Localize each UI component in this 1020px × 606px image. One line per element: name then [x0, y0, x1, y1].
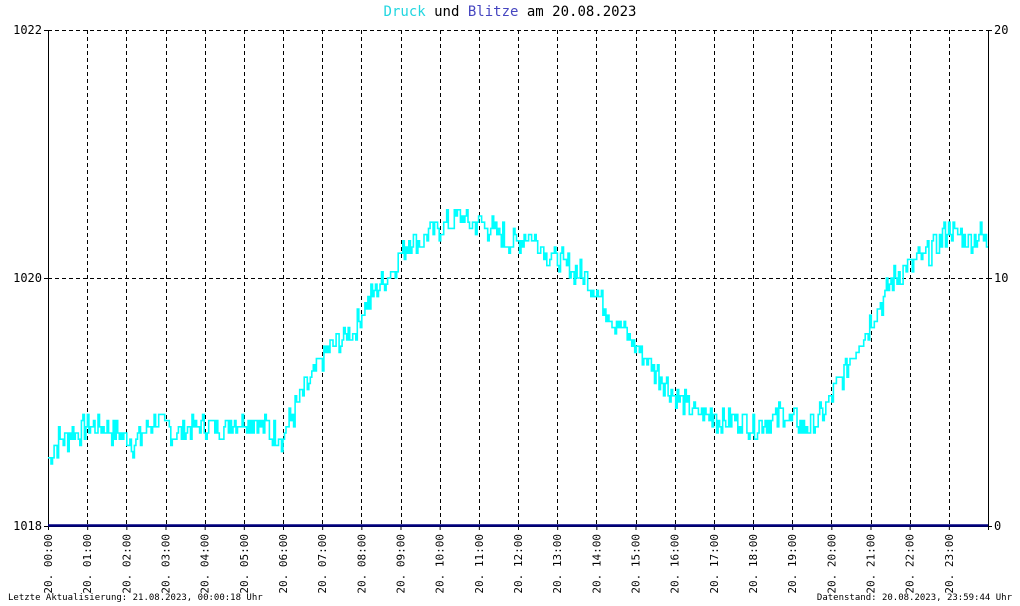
x-tick-label: 20. 11:00 [473, 534, 486, 594]
title-connector: und [425, 4, 468, 20]
grid-layer [48, 30, 989, 526]
data-status-text: Datenstand: 20.08.2023, 23:59:44 Uhr [816, 593, 1012, 603]
y-right-tick-label: 10 [994, 271, 1008, 285]
y-right-tick-label: 20 [994, 23, 1008, 37]
x-tick-label: 20. 04:00 [199, 534, 212, 594]
x-tick-label: 20. 15:00 [630, 534, 643, 594]
x-tick-label: 20. 13:00 [551, 534, 564, 594]
x-tick-label: 20. 12:00 [512, 534, 525, 594]
x-tick-label: 20. 20:00 [825, 534, 838, 594]
series-layer [48, 209, 988, 527]
x-tick-label: 20. 09:00 [395, 534, 408, 594]
x-tick-label: 20. 00:00 [42, 534, 55, 594]
x-tick-label: 20. 14:00 [590, 534, 603, 594]
x-tick-label: 20. 21:00 [865, 534, 878, 594]
x-tick-label: 20. 23:00 [943, 534, 956, 594]
x-tick-label: 20. 05:00 [238, 534, 251, 594]
y-right-tick-label: 0 [994, 519, 1001, 533]
x-tick-label: 20. 17:00 [708, 534, 721, 594]
x-tick-label: 20. 06:00 [277, 534, 290, 594]
x-tick-label: 20. 16:00 [669, 534, 682, 594]
axis-layer [44, 30, 992, 530]
title-lightning: Blitze [467, 4, 519, 20]
x-tick-label: 20. 03:00 [160, 534, 173, 594]
y-left-tick-label: 1020 [13, 271, 42, 285]
chart-title: Druck und Blitze am 20.08.2023 [0, 4, 1020, 20]
title-date: am 20.08.2023 [518, 4, 637, 20]
title-pressure: Druck [383, 4, 426, 20]
x-tick-label: 20. 10:00 [434, 534, 447, 594]
x-tick-label: 20. 07:00 [316, 534, 329, 594]
last-update-text: Letzte Aktualisierung: 21.08.2023, 00:00… [8, 593, 263, 603]
x-tick-label: 20. 18:00 [747, 534, 760, 594]
pressure-series-line [48, 209, 988, 465]
x-tick-label: 20. 19:00 [786, 534, 799, 594]
x-tick-label: 20. 22:00 [904, 534, 917, 594]
y-left-tick-label: 1022 [13, 23, 42, 37]
y-left-tick-label: 1018 [13, 519, 42, 533]
x-tick-label: 20. 08:00 [355, 534, 368, 594]
x-tick-label: 20. 01:00 [81, 534, 94, 594]
x-tick-label: 20. 02:00 [120, 534, 133, 594]
